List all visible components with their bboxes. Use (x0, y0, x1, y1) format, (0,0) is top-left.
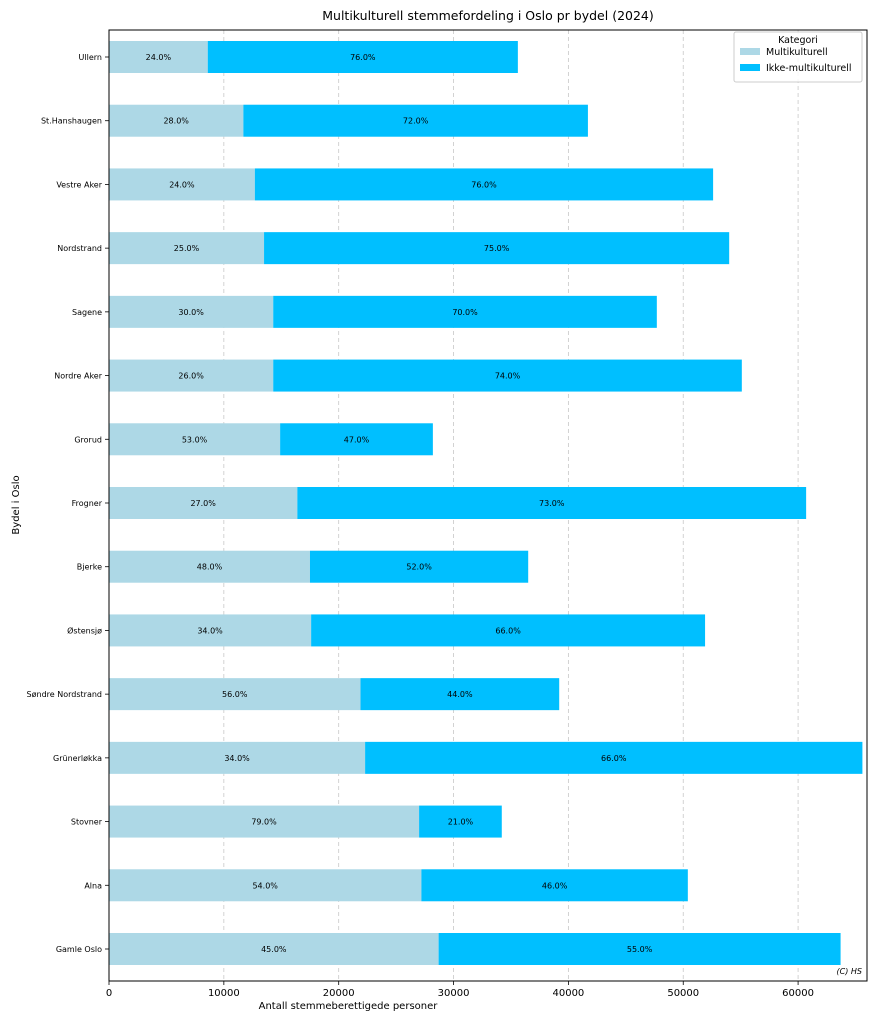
bar-ikke-multikulturell-grunerlokka (365, 741, 863, 774)
x-tick-label: 50000 (667, 988, 699, 999)
bar-ikke-multikulturell-nordre-aker (273, 359, 742, 392)
bar-ikke-multikulturell-nordstrand (264, 232, 730, 265)
bar-label-ikke-multikulturell-bjerke: 52.0% (406, 563, 432, 572)
y-tick-label-ullern: Ullern (79, 53, 102, 62)
y-axis-label: Bydel i Oslo (11, 475, 22, 534)
bar-label-multikulturell-alna: 54.0% (252, 881, 278, 890)
bar-ikke-multikulturell-ostensjo (311, 614, 706, 647)
legend-label-ikke-multikulturell: Ikke-multikulturell (766, 63, 851, 74)
bar-ikke-multikulturell-st-hanshaugen (243, 104, 588, 137)
legend-title: Kategori (778, 35, 818, 46)
y-tick-label-grunerlokka: Grünerløkka (53, 754, 102, 763)
bar-label-ikke-multikulturell-ostensjo: 66.0% (495, 626, 521, 635)
bar-multikulturell-frogner (109, 487, 298, 519)
bar-label-multikulturell-stovner: 79.0% (251, 818, 277, 827)
bar-multikulturell-sagene (109, 295, 274, 328)
y-tick-label-grorud: Grorud (74, 435, 102, 444)
bar-ikke-multikulturell-sagene (273, 295, 657, 328)
bar-ikke-multikulturell-gamle-oslo (438, 933, 841, 965)
bar-multikulturell-vestre-aker (109, 168, 255, 201)
bar-label-multikulturell-grorud: 53.0% (182, 435, 208, 444)
y-tick-label-bjerke: Bjerke (77, 563, 102, 572)
bar-label-multikulturell-frogner: 27.0% (190, 499, 216, 508)
bar-label-multikulturell-nordre-aker: 26.0% (178, 372, 204, 381)
y-tick-label-stovner: Stovner (71, 818, 103, 827)
bar-multikulturell-ostensjo (109, 614, 312, 647)
y-tick-label-nordstrand: Nordstrand (57, 244, 102, 253)
bar-label-ikke-multikulturell-frogner: 73.0% (539, 499, 565, 508)
y-tick-label-nordre-aker: Nordre Aker (54, 372, 102, 381)
bar-multikulturell-nordre-aker (109, 359, 274, 392)
y-tick-label-gamle-oslo: Gamle Oslo (56, 945, 102, 954)
bar-ikke-multikulturell-stovner (419, 805, 502, 838)
bar-label-ikke-multikulturell-sagene: 70.0% (452, 308, 478, 317)
bar-multikulturell-gamle-oslo (109, 933, 439, 965)
bar-label-multikulturell-sondre-nordstrand: 56.0% (222, 690, 248, 699)
y-tick-label-frogner: Frogner (72, 499, 103, 508)
bar-label-ikke-multikulturell-sondre-nordstrand: 44.0% (447, 690, 473, 699)
bar-label-multikulturell-grunerlokka: 34.0% (224, 754, 250, 763)
y-tick-label-sagene: Sagene (72, 308, 102, 317)
bar-ikke-multikulturell-frogner (297, 487, 807, 519)
bar-multikulturell-sondre-nordstrand (109, 678, 361, 711)
bar-label-ikke-multikulturell-ullern: 76.0% (350, 53, 376, 62)
x-axis: 0 10000 20000 30000 40000 50000 60000 (106, 981, 814, 999)
y-tick-label-sondre-nordstrand: Søndre Nordstrand (27, 690, 102, 699)
bar-label-multikulturell-ostensjo: 34.0% (197, 626, 223, 635)
legend-box (733, 31, 863, 83)
legend-swatch-multikulturell (740, 48, 760, 55)
y-tick-label-alna: Alna (84, 881, 102, 890)
bar-label-multikulturell-ullern: 24.0% (146, 53, 172, 62)
bar-multikulturell-alna (109, 869, 422, 902)
bar-label-multikulturell-gamle-oslo: 45.0% (261, 945, 287, 954)
bar-label-multikulturell-bjerke: 48.0% (197, 563, 223, 572)
bar-multikulturell-grorud (109, 423, 281, 456)
x-tick-label: 40000 (552, 988, 584, 999)
x-tick-label: 60000 (782, 988, 814, 999)
legend-label-multikulturell: Multikulturell (766, 47, 828, 58)
bar-multikulturell-st-hanshaugen (109, 104, 244, 137)
bar-label-multikulturell-vestre-aker: 24.0% (169, 180, 195, 189)
bar-label-ikke-multikulturell-vestre-aker: 76.0% (471, 180, 497, 189)
bar-multikulturell-bjerke (109, 550, 310, 583)
credit-text: (C) HS (837, 967, 862, 976)
plot-area-frame (108, 29, 868, 982)
bar-percentage-labels: 24.0% 76.0% 28.0% 72.0% 24.0% 76.0% 25.0% 75.0%… (146, 53, 653, 954)
bar-label-multikulturell-sagene: 30.0% (178, 308, 204, 317)
y-tick-label-vestre-aker: Vestre Aker (56, 180, 102, 189)
bar-multikulturell-nordstrand (109, 232, 265, 265)
bar-ikke-multikulturell-alna (421, 869, 688, 902)
bar-ikke-multikulturell-grorud (280, 423, 433, 456)
bar-multikulturell-stovner (109, 805, 420, 838)
bar-label-multikulturell-nordstrand: 25.0% (174, 244, 200, 253)
bar-ikke-multikulturell-ullern (207, 41, 518, 73)
bar-multikulturell-grunerlokka (109, 741, 366, 774)
y-tick-label-ostensjo: Østensjø (67, 625, 102, 635)
y-tick-label-st-hanshaugen: St.Hanshaugen (41, 117, 102, 126)
bar-label-ikke-multikulturell-gamle-oslo: 55.0% (627, 945, 653, 954)
x-tick-label: 0 (106, 988, 112, 999)
bar-label-ikke-multikulturell-nordre-aker: 74.0% (495, 372, 521, 381)
chart-title: Multikulturell stemmefordeling i Oslo pr… (322, 8, 654, 23)
bar-ikke-multikulturell-sondre-nordstrand (360, 678, 560, 711)
x-tick-label: 30000 (438, 988, 470, 999)
bar-label-ikke-multikulturell-stovner: 21.0% (448, 818, 474, 827)
y-axis: Ullern St.Hanshaugen Vestre Aker Nordstrand… (27, 53, 109, 954)
bar-ikke-multikulturell-bjerke (309, 550, 529, 583)
bar-label-ikke-multikulturell-st-hanshaugen: 72.0% (403, 117, 429, 126)
x-axis-label: Antall stemmeberettigede personer (259, 1001, 439, 1012)
x-tick-label: 10000 (208, 988, 240, 999)
legend-swatch-ikke-multikulturell (740, 64, 760, 71)
bar-label-multikulturell-st-hanshaugen: 28.0% (163, 117, 189, 126)
bar-label-ikke-multikulturell-grunerlokka: 66.0% (601, 754, 627, 763)
x-tick-label: 20000 (323, 988, 355, 999)
bar-label-ikke-multikulturell-alna: 46.0% (542, 881, 568, 890)
bars (109, 41, 863, 965)
bar-ikke-multikulturell-vestre-aker (254, 168, 714, 201)
legend: Kategori Multikulturell Ikke-multikultur… (733, 31, 863, 83)
bar-label-ikke-multikulturell-nordstrand: 75.0% (484, 244, 510, 253)
bar-multikulturell-ullern (109, 41, 208, 73)
bar-label-ikke-multikulturell-grorud: 47.0% (344, 435, 370, 444)
